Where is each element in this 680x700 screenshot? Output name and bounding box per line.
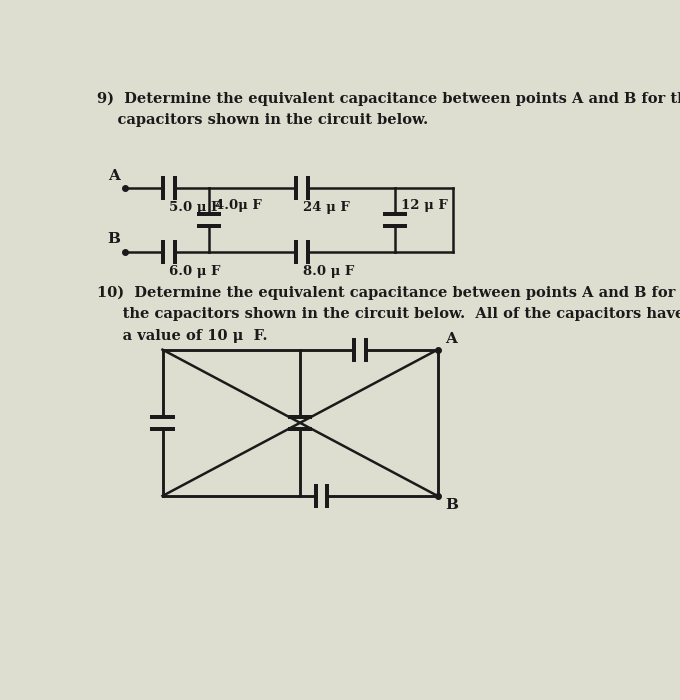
Text: a value of 10 μ  F.: a value of 10 μ F. xyxy=(97,329,267,343)
Text: 9)  Determine the equivalent capacitance between points A and B for the: 9) Determine the equivalent capacitance … xyxy=(97,92,680,106)
Text: capacitors shown in the circuit below.: capacitors shown in the circuit below. xyxy=(97,113,428,127)
Text: the capacitors shown in the circuit below.  All of the capacitors have: the capacitors shown in the circuit belo… xyxy=(97,307,680,321)
Text: 24 μ F: 24 μ F xyxy=(303,201,350,214)
Text: A: A xyxy=(445,332,457,346)
Text: A: A xyxy=(107,169,120,183)
Text: 4.0μ F: 4.0μ F xyxy=(215,199,262,212)
Text: 5.0 μ F: 5.0 μ F xyxy=(169,201,221,214)
Text: 10)  Determine the equivalent capacitance between points A and B for: 10) Determine the equivalent capacitance… xyxy=(97,286,675,300)
Text: B: B xyxy=(445,498,458,512)
Text: B: B xyxy=(107,232,120,246)
Text: 12 μ F: 12 μ F xyxy=(401,199,448,212)
Text: 8.0 μ F: 8.0 μ F xyxy=(303,265,354,278)
Text: 6.0 μ F: 6.0 μ F xyxy=(169,265,221,278)
